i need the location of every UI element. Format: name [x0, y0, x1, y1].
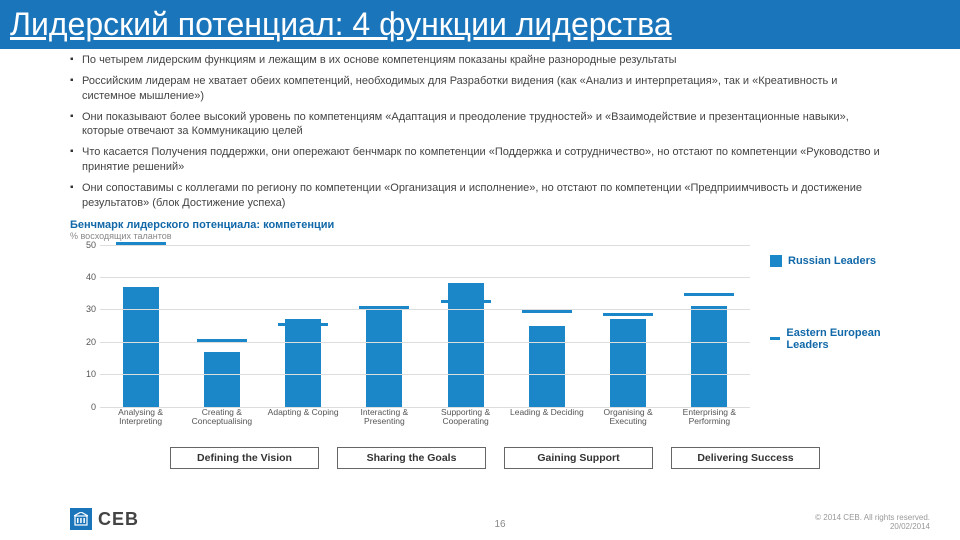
y-tick-label: 10	[72, 369, 96, 379]
gridline	[100, 245, 750, 246]
bar	[610, 319, 646, 406]
group-box: Defining the Vision	[170, 447, 319, 469]
legend: Russian Leaders Eastern European Leaders	[750, 245, 890, 425]
bullet-item: Российским лидерам не хватает обеих комп…	[70, 74, 890, 104]
x-label: Interacting & Presenting	[344, 408, 425, 427]
legend-swatch-dash	[770, 337, 780, 340]
x-label: Analysing & Interpreting	[100, 408, 181, 427]
chart-title: Бенчмарк лидерского потенциала: компетен…	[70, 219, 890, 231]
bar	[285, 319, 321, 406]
bar-slot	[669, 245, 750, 407]
slide-title: Лидерский потенциал: 4 функции лидерства	[0, 0, 960, 49]
benchmark-marker	[441, 300, 491, 303]
page-number: 16	[494, 519, 505, 530]
plot-area: 01020304050	[100, 245, 750, 407]
bar-slot	[100, 245, 181, 407]
bar-slot	[506, 245, 587, 407]
bullet-item: Что касается Получения поддержки, они оп…	[70, 145, 890, 175]
group-labels: Defining the Vision Sharing the Goals Gain…	[170, 447, 820, 469]
bar-slot	[588, 245, 669, 407]
group-box: Delivering Success	[671, 447, 820, 469]
legend-swatch-box	[770, 255, 782, 267]
legend-item: Russian Leaders	[770, 255, 890, 267]
gridline	[100, 309, 750, 310]
y-tick-label: 0	[72, 402, 96, 412]
x-label: Creating & Conceptualising	[181, 408, 262, 427]
x-label: Adapting & Coping	[263, 408, 344, 427]
footer: CEB 16 © 2014 CEB. All rights reserved. …	[70, 508, 930, 530]
bar	[366, 306, 402, 406]
bullet-item: По четырем лидерским функциям и лежащим …	[70, 53, 890, 68]
x-label: Organising & Executing	[588, 408, 669, 427]
chart-subtitle: % восходящих талантов	[70, 231, 890, 241]
bar-slot	[181, 245, 262, 407]
benchmark-marker	[278, 323, 328, 326]
y-tick-label: 50	[72, 240, 96, 250]
group-box: Sharing the Goals	[337, 447, 486, 469]
legend-label: Russian Leaders	[788, 255, 876, 267]
bar	[691, 306, 727, 406]
gridline	[100, 342, 750, 343]
logo-text: CEB	[98, 509, 139, 530]
x-axis-labels: Analysing & InterpretingCreating & Conce…	[100, 408, 750, 427]
bar	[123, 287, 159, 407]
group-box: Gaining Support	[504, 447, 653, 469]
y-tick-label: 40	[72, 272, 96, 282]
gridline	[100, 374, 750, 375]
benchmark-marker	[603, 313, 653, 316]
chart: 01020304050 Analysing & InterpretingCrea…	[70, 245, 890, 425]
bar-slot	[263, 245, 344, 407]
y-tick-label: 20	[72, 337, 96, 347]
legend-label: Eastern European Leaders	[786, 327, 890, 351]
x-label: Leading & Deciding	[506, 408, 587, 427]
copyright: © 2014 CEB. All rights reserved. 20/02/2…	[815, 513, 930, 532]
bar	[204, 352, 240, 407]
building-icon	[70, 508, 92, 530]
bar	[529, 326, 565, 407]
bar-slot	[344, 245, 425, 407]
bars-container	[100, 245, 750, 407]
legend-item: Eastern European Leaders	[770, 327, 890, 351]
x-label: Enterprising & Performing	[669, 408, 750, 427]
y-tick-label: 30	[72, 304, 96, 314]
bullet-item: Они сопоставимы с коллегами по региону п…	[70, 181, 890, 211]
bar-slot	[425, 245, 506, 407]
gridline	[100, 277, 750, 278]
benchmark-marker	[684, 293, 734, 296]
x-label: Supporting & Cooperating	[425, 408, 506, 427]
bullet-list: По четырем лидерским функциям и лежащим …	[70, 53, 890, 211]
bullet-item: Они показывают более высокий уровень по …	[70, 110, 890, 140]
